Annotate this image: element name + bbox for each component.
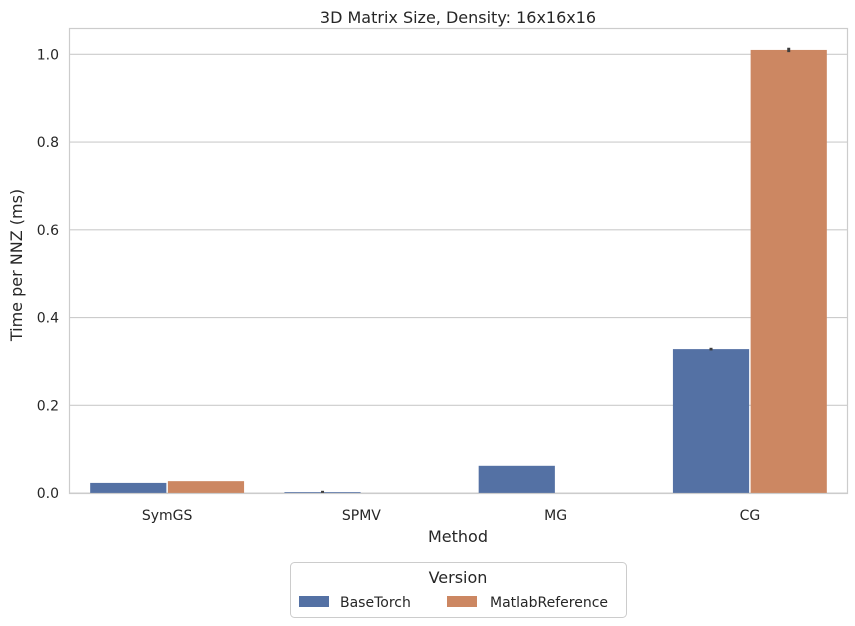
legend-swatch-matlabreference: [447, 596, 477, 607]
legend-swatch-basetorch: [299, 596, 329, 607]
x-tick-label: SPMV: [342, 508, 381, 524]
legend-label-matlabreference: MatlabReference: [490, 595, 608, 611]
y-tick-label: 1.0: [37, 47, 59, 63]
x-tick-label: MG: [544, 508, 567, 524]
y-axis-title: Time per NNZ (ms): [7, 189, 26, 342]
x-tick-labels: SymGS SPMV MG CG: [142, 508, 760, 524]
x-tick-label: SymGS: [142, 508, 193, 524]
x-tick-label: CG: [740, 508, 761, 524]
x-axis-title: Method: [428, 527, 488, 546]
y-tick-label: 0.8: [37, 135, 59, 151]
y-tick-label: 0.4: [37, 311, 59, 327]
legend-box: [290, 562, 627, 618]
y-tick-labels: 0.0 0.2 0.4 0.6 0.8 1.0: [37, 47, 59, 502]
bar-basetorch-cg: [672, 349, 750, 493]
y-tick-label: 0.2: [37, 398, 59, 414]
bar-matlabreference-symgs: [167, 481, 245, 493]
bar-basetorch-mg: [478, 465, 555, 493]
plot-frame: [68, 27, 849, 495]
y-tick-label: 0.6: [37, 223, 59, 239]
bar-basetorch-symgs: [90, 482, 167, 493]
legend-label-basetorch: BaseTorch: [340, 595, 411, 611]
legend-title: Version: [429, 568, 488, 587]
y-tick-label: 0.0: [37, 486, 59, 502]
bars: [90, 49, 827, 494]
bar-matlabreference-cg: [750, 49, 827, 494]
legend: Version BaseTorch MatlabReference: [290, 562, 627, 618]
chart-title: 3D Matrix Size, Density: 16x16x16: [320, 8, 596, 27]
